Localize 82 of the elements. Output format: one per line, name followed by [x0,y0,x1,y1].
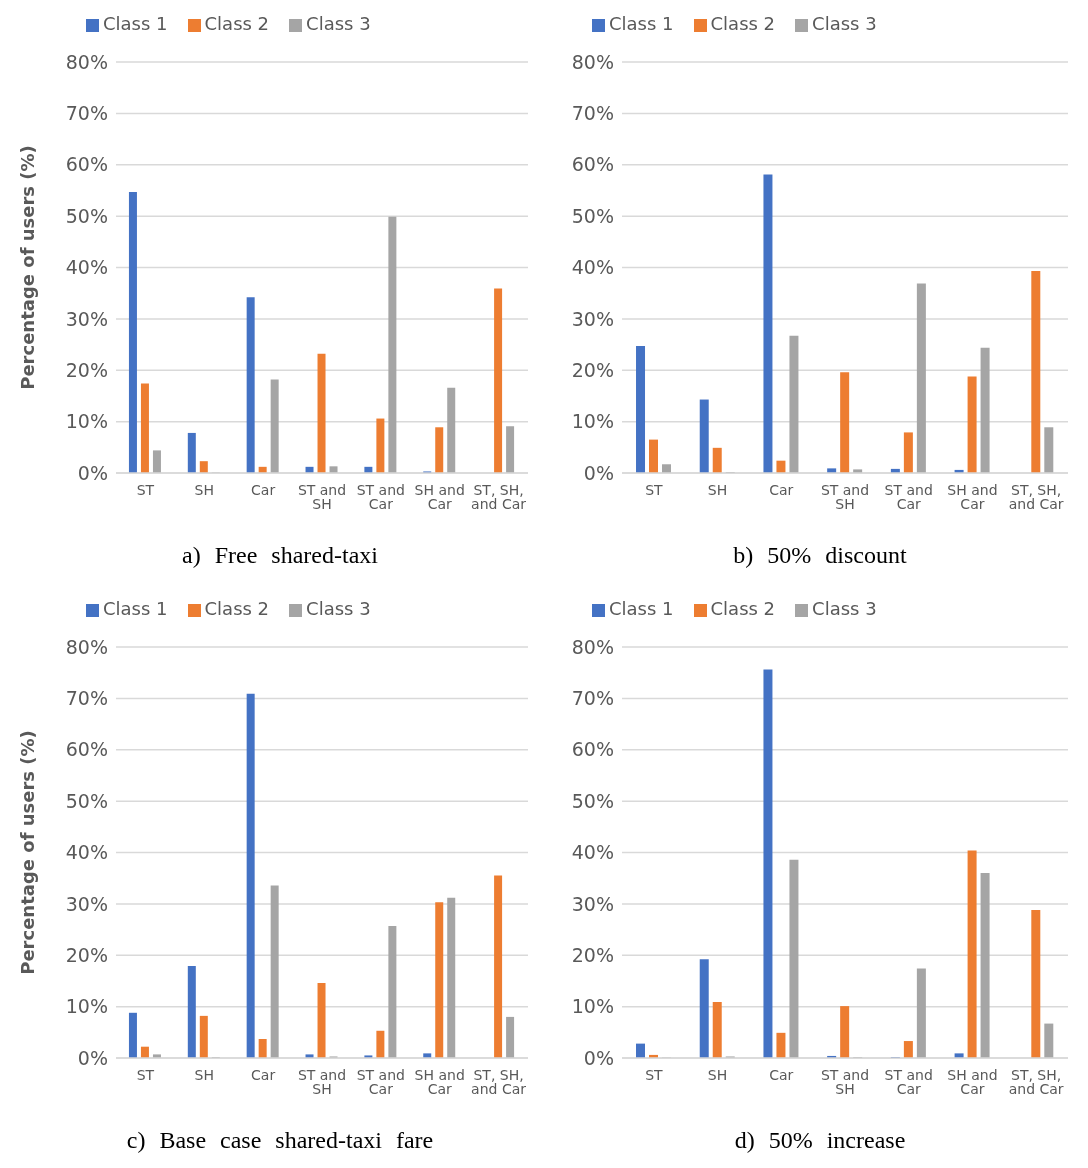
x-tick-label: ST, SH, and Car [471,481,527,512]
legend-label: Class 1 [103,13,168,34]
y-tick-label: 40% [65,841,108,864]
y-tick-label: 20% [571,943,614,966]
y-tick-label: 60% [65,153,108,176]
legend-label: Class 2 [204,13,270,34]
x-tick-label: ST and SH [820,481,870,512]
x-tick-label: SH and Car [947,481,998,512]
y-tick-label: 50% [65,204,108,227]
x-tick-label: ST, SH, and Car [1008,1066,1064,1097]
x-tick-label: SH [194,481,214,498]
x-tick-label: ST and Car [356,1066,405,1097]
x-tick-label: ST, SH, and Car [1008,481,1064,512]
text: d) 50% increase [733,1127,907,1154]
x-tick-label: SH and Car [414,481,465,512]
y-tick-label: 60% [571,153,614,176]
x-tick-label: Car [769,481,794,498]
legend-label: Class 1 [609,13,674,34]
x-tick-label: ST [136,481,155,498]
y-tick-label: 10% [65,410,108,433]
text: c) Base case shared-taxi fare [125,1127,435,1154]
y-tick-label: 40% [571,256,614,279]
y-tick-label: 0% [583,461,614,484]
y-tick-label: 20% [65,943,108,966]
x-tick-label: Car [769,1066,794,1083]
legend-label: Class 2 [204,598,270,619]
legend-label: Class 3 [812,13,877,34]
x-tick-label: ST [645,481,664,498]
legend-label: Class 1 [609,598,674,619]
y-tick-label: 70% [571,102,614,125]
y-tick-label: 0% [77,1046,108,1069]
x-tick-label: ST, SH, and Car [471,1066,527,1097]
x-tick-label: ST and SH [297,1066,347,1097]
y-tick-label: 40% [571,841,614,864]
text: b) 50% discount [732,542,908,569]
y-axis-title: Percentage of users (%) [17,145,39,390]
x-tick-label: ST [136,1066,155,1083]
x-tick-label: Car [251,481,276,498]
y-tick-label: 0% [77,461,108,484]
x-tick-label: ST [645,1066,664,1083]
y-tick-label: 30% [571,307,614,330]
x-tick-label: ST and SH [297,481,347,512]
y-tick-label: 30% [571,892,614,915]
legend-label: Class 3 [306,13,371,34]
y-tick-label: 80% [571,635,614,658]
x-tick-label: ST and SH [820,1066,870,1097]
x-tick-label: SH [707,1066,728,1083]
legend-label: Class 3 [306,598,371,619]
y-axis-title: Percentage of users (%) [17,730,39,975]
y-tick-label: 50% [571,204,614,227]
x-tick-label: ST and Car [356,481,405,512]
y-tick-label: 30% [65,892,108,915]
text: a) Free shared-taxi [181,542,379,569]
y-tick-label: 70% [65,102,108,125]
y-tick-label: 30% [65,307,108,330]
y-tick-label: 20% [65,358,108,381]
x-tick-label: ST and Car [884,1066,933,1097]
y-tick-label: 0% [583,1046,614,1069]
y-tick-label: 40% [65,256,108,279]
y-tick-label: 50% [571,789,614,812]
y-tick-label: 80% [65,50,108,73]
legend-label: Class 1 [103,598,168,619]
y-tick-label: 60% [571,738,614,761]
y-tick-label: 50% [65,789,108,812]
y-tick-label: 10% [571,410,614,433]
x-tick-label: ST and Car [884,481,933,512]
x-tick-label: SH [707,481,728,498]
x-tick-label: Car [251,1066,276,1083]
y-tick-label: 60% [65,738,108,761]
x-tick-label: SH [194,1066,214,1083]
x-tick-label: SH and Car [947,1066,998,1097]
y-tick-label: 80% [571,50,614,73]
x-tick-label: SH and Car [414,1066,465,1097]
legend-label: Class 2 [710,13,776,34]
legend-label: Class 3 [812,598,877,619]
y-tick-label: 70% [65,687,108,710]
y-tick-label: 70% [571,687,614,710]
y-tick-label: 20% [571,358,614,381]
y-tick-label: 10% [571,995,614,1018]
y-tick-label: 80% [65,635,108,658]
legend-label: Class 2 [710,598,776,619]
y-tick-label: 10% [65,995,108,1018]
